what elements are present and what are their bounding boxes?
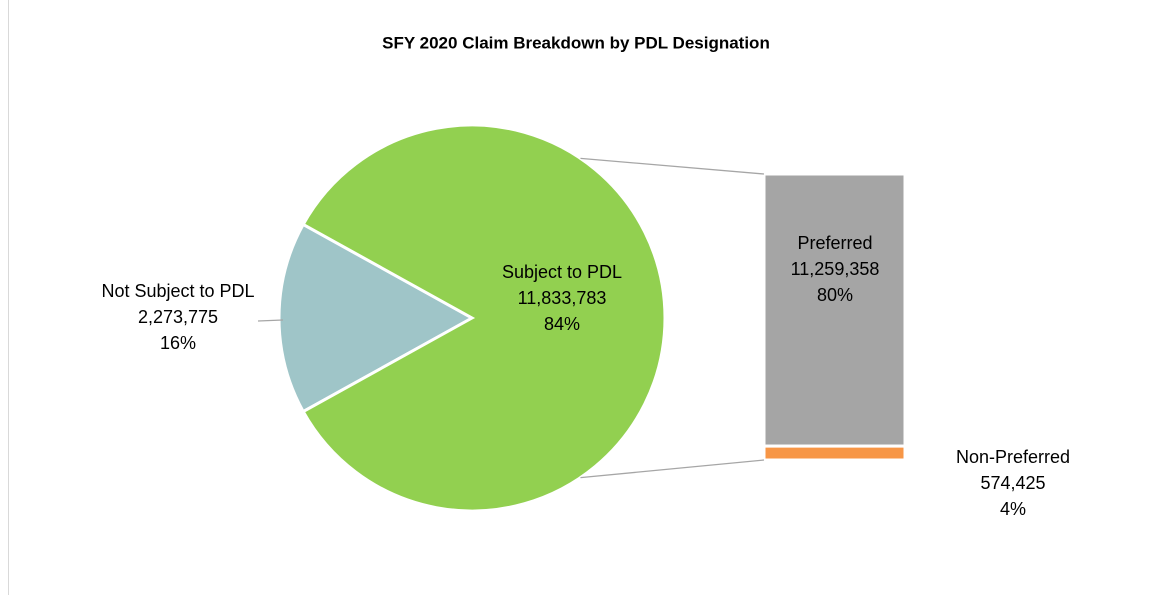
data-label: 80% bbox=[817, 285, 853, 305]
pie-slice bbox=[277, 222, 476, 414]
data-label: Non-Preferred bbox=[956, 447, 1070, 467]
data-label: 16% bbox=[160, 333, 196, 353]
data-label: Not Subject to PDL bbox=[101, 281, 254, 301]
breakdown-bar bbox=[762, 444, 907, 462]
data-label: 4% bbox=[1000, 499, 1026, 519]
data-label: 84% bbox=[544, 314, 580, 334]
data-label: 11,259,358 bbox=[791, 259, 880, 279]
chart-title: SFY 2020 Claim Breakdown by PDL Designat… bbox=[382, 33, 770, 52]
breakdown-bar bbox=[762, 172, 907, 448]
data-label: Subject to PDL bbox=[502, 262, 622, 282]
connector-line bbox=[580, 157, 765, 175]
data-label: Preferred bbox=[797, 233, 872, 253]
leader-line bbox=[257, 319, 284, 322]
pie-slice bbox=[301, 123, 667, 513]
data-label: 574,425 bbox=[980, 473, 1045, 493]
connector-line bbox=[580, 459, 765, 479]
data-label: 2,273,775 bbox=[138, 307, 218, 327]
chart-border bbox=[8, 0, 9, 595]
data-label: 11,833,783 bbox=[518, 288, 607, 308]
